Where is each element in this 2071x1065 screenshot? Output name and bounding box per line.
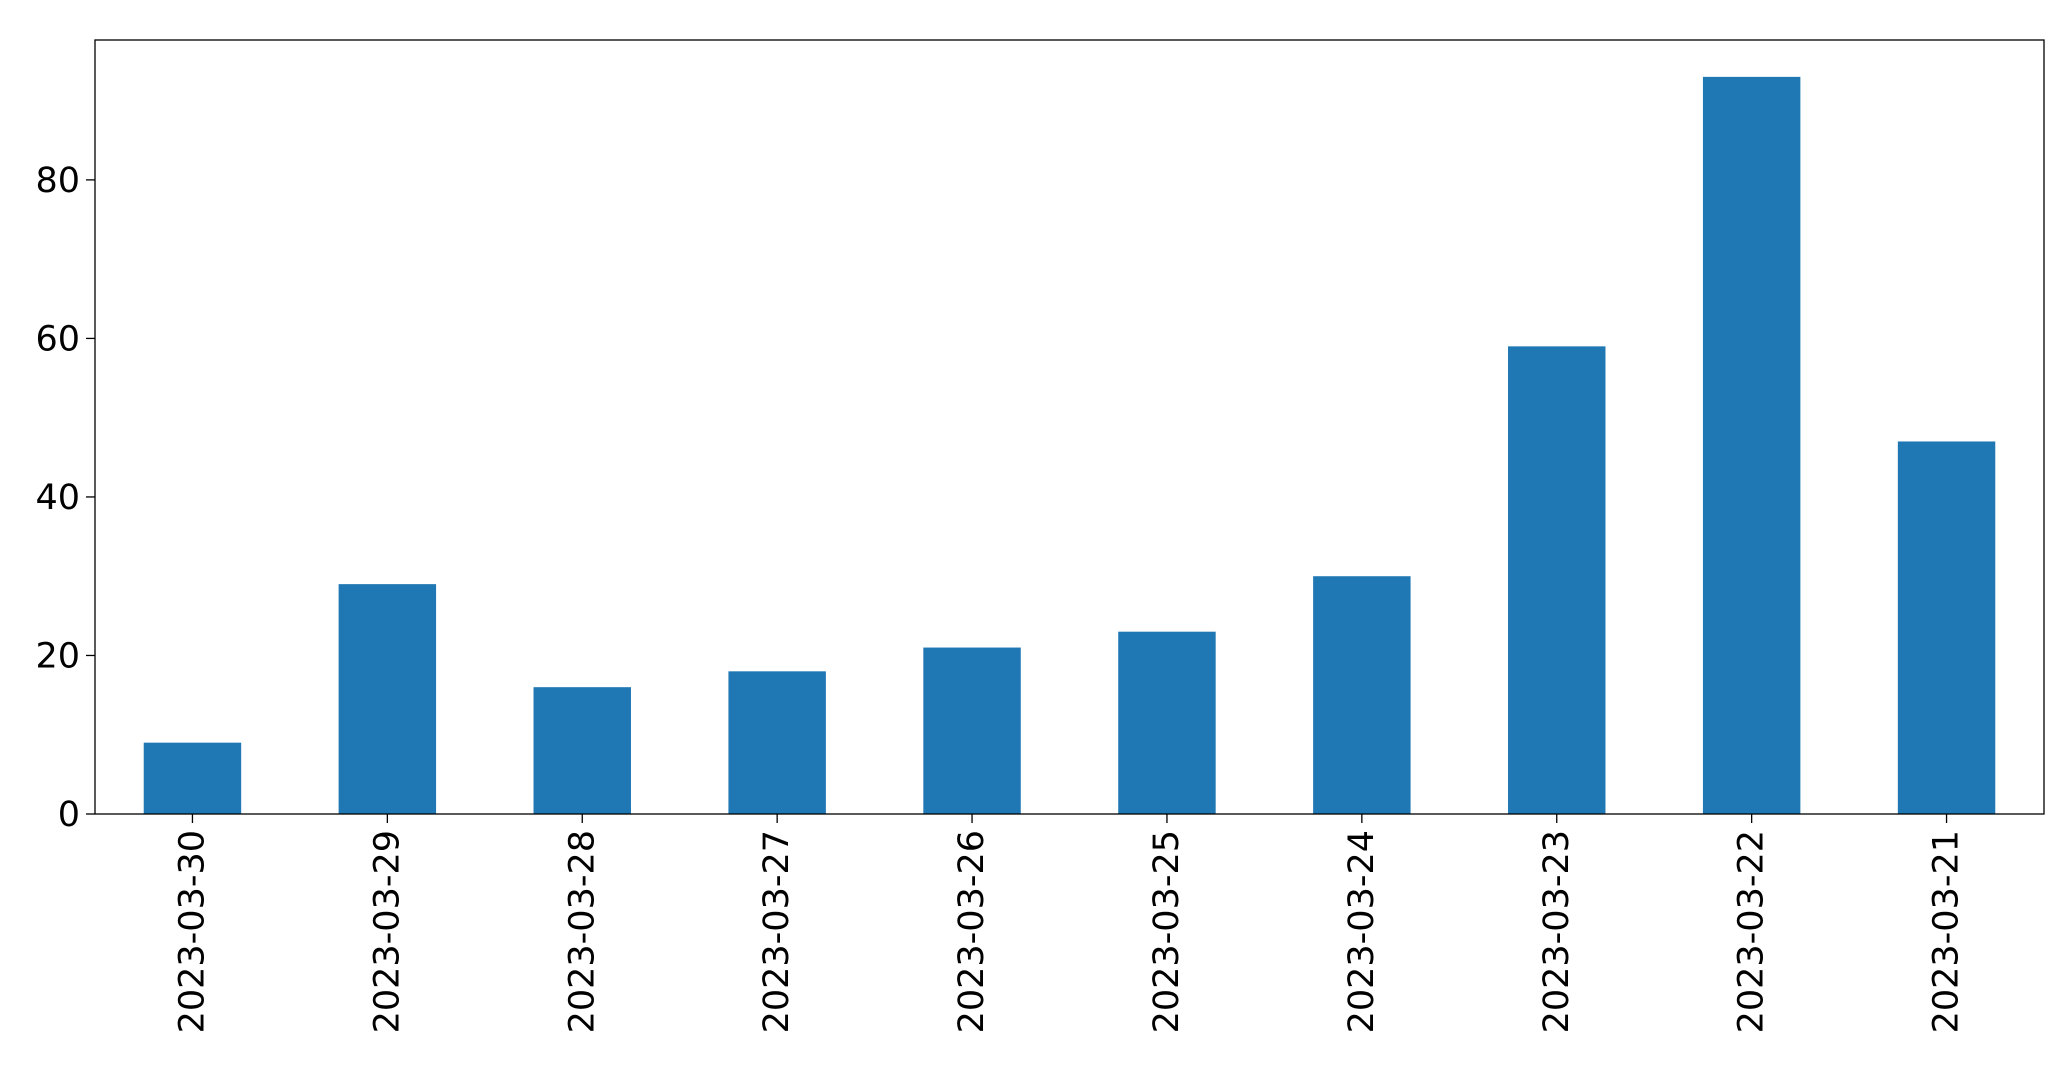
y-tick-label: 40 (35, 478, 80, 518)
bar-2023-03-21 (1897, 441, 1996, 814)
x-tick-label: 2023-03-21 (1927, 830, 1967, 1033)
x-tick-label: 2023-03-30 (172, 830, 212, 1033)
plot-frame (94, 39, 2045, 815)
bar-2023-03-25 (1118, 631, 1216, 814)
y-tick-label: 80 (35, 161, 80, 201)
y-axis: 0 20 40 60 80 (35, 161, 95, 835)
y-tick-label: 20 (35, 636, 80, 676)
y-tick-label: 60 (35, 319, 80, 359)
x-tick-label: 2023-03-26 (952, 830, 992, 1033)
bar-2023-03-30 (143, 742, 242, 814)
x-tick-label: 2023-03-27 (757, 830, 797, 1033)
bars-group (143, 76, 1996, 815)
bar-2023-03-29 (338, 584, 437, 814)
bar-2023-03-28 (533, 687, 631, 814)
bar-2023-03-22 (1702, 76, 1801, 815)
x-tick-label: 2023-03-23 (1537, 830, 1577, 1033)
y-tick-label: 0 (58, 795, 80, 835)
x-tick-label: 2023-03-24 (1342, 830, 1382, 1033)
bar-2023-03-24 (1313, 576, 1411, 814)
x-tick-label: 2023-03-28 (562, 830, 602, 1033)
bar-2023-03-23 (1508, 346, 1606, 814)
x-axis: 2023-03-30 2023-03-29 2023-03-28 2023-03-27… (172, 814, 1967, 1033)
x-tick-label: 2023-03-22 (1732, 830, 1772, 1033)
bar-2023-03-27 (728, 671, 826, 814)
x-tick-label: 2023-03-29 (367, 830, 407, 1033)
x-tick-label: 2023-03-25 (1147, 830, 1187, 1033)
bar-2023-03-26 (923, 647, 1021, 814)
